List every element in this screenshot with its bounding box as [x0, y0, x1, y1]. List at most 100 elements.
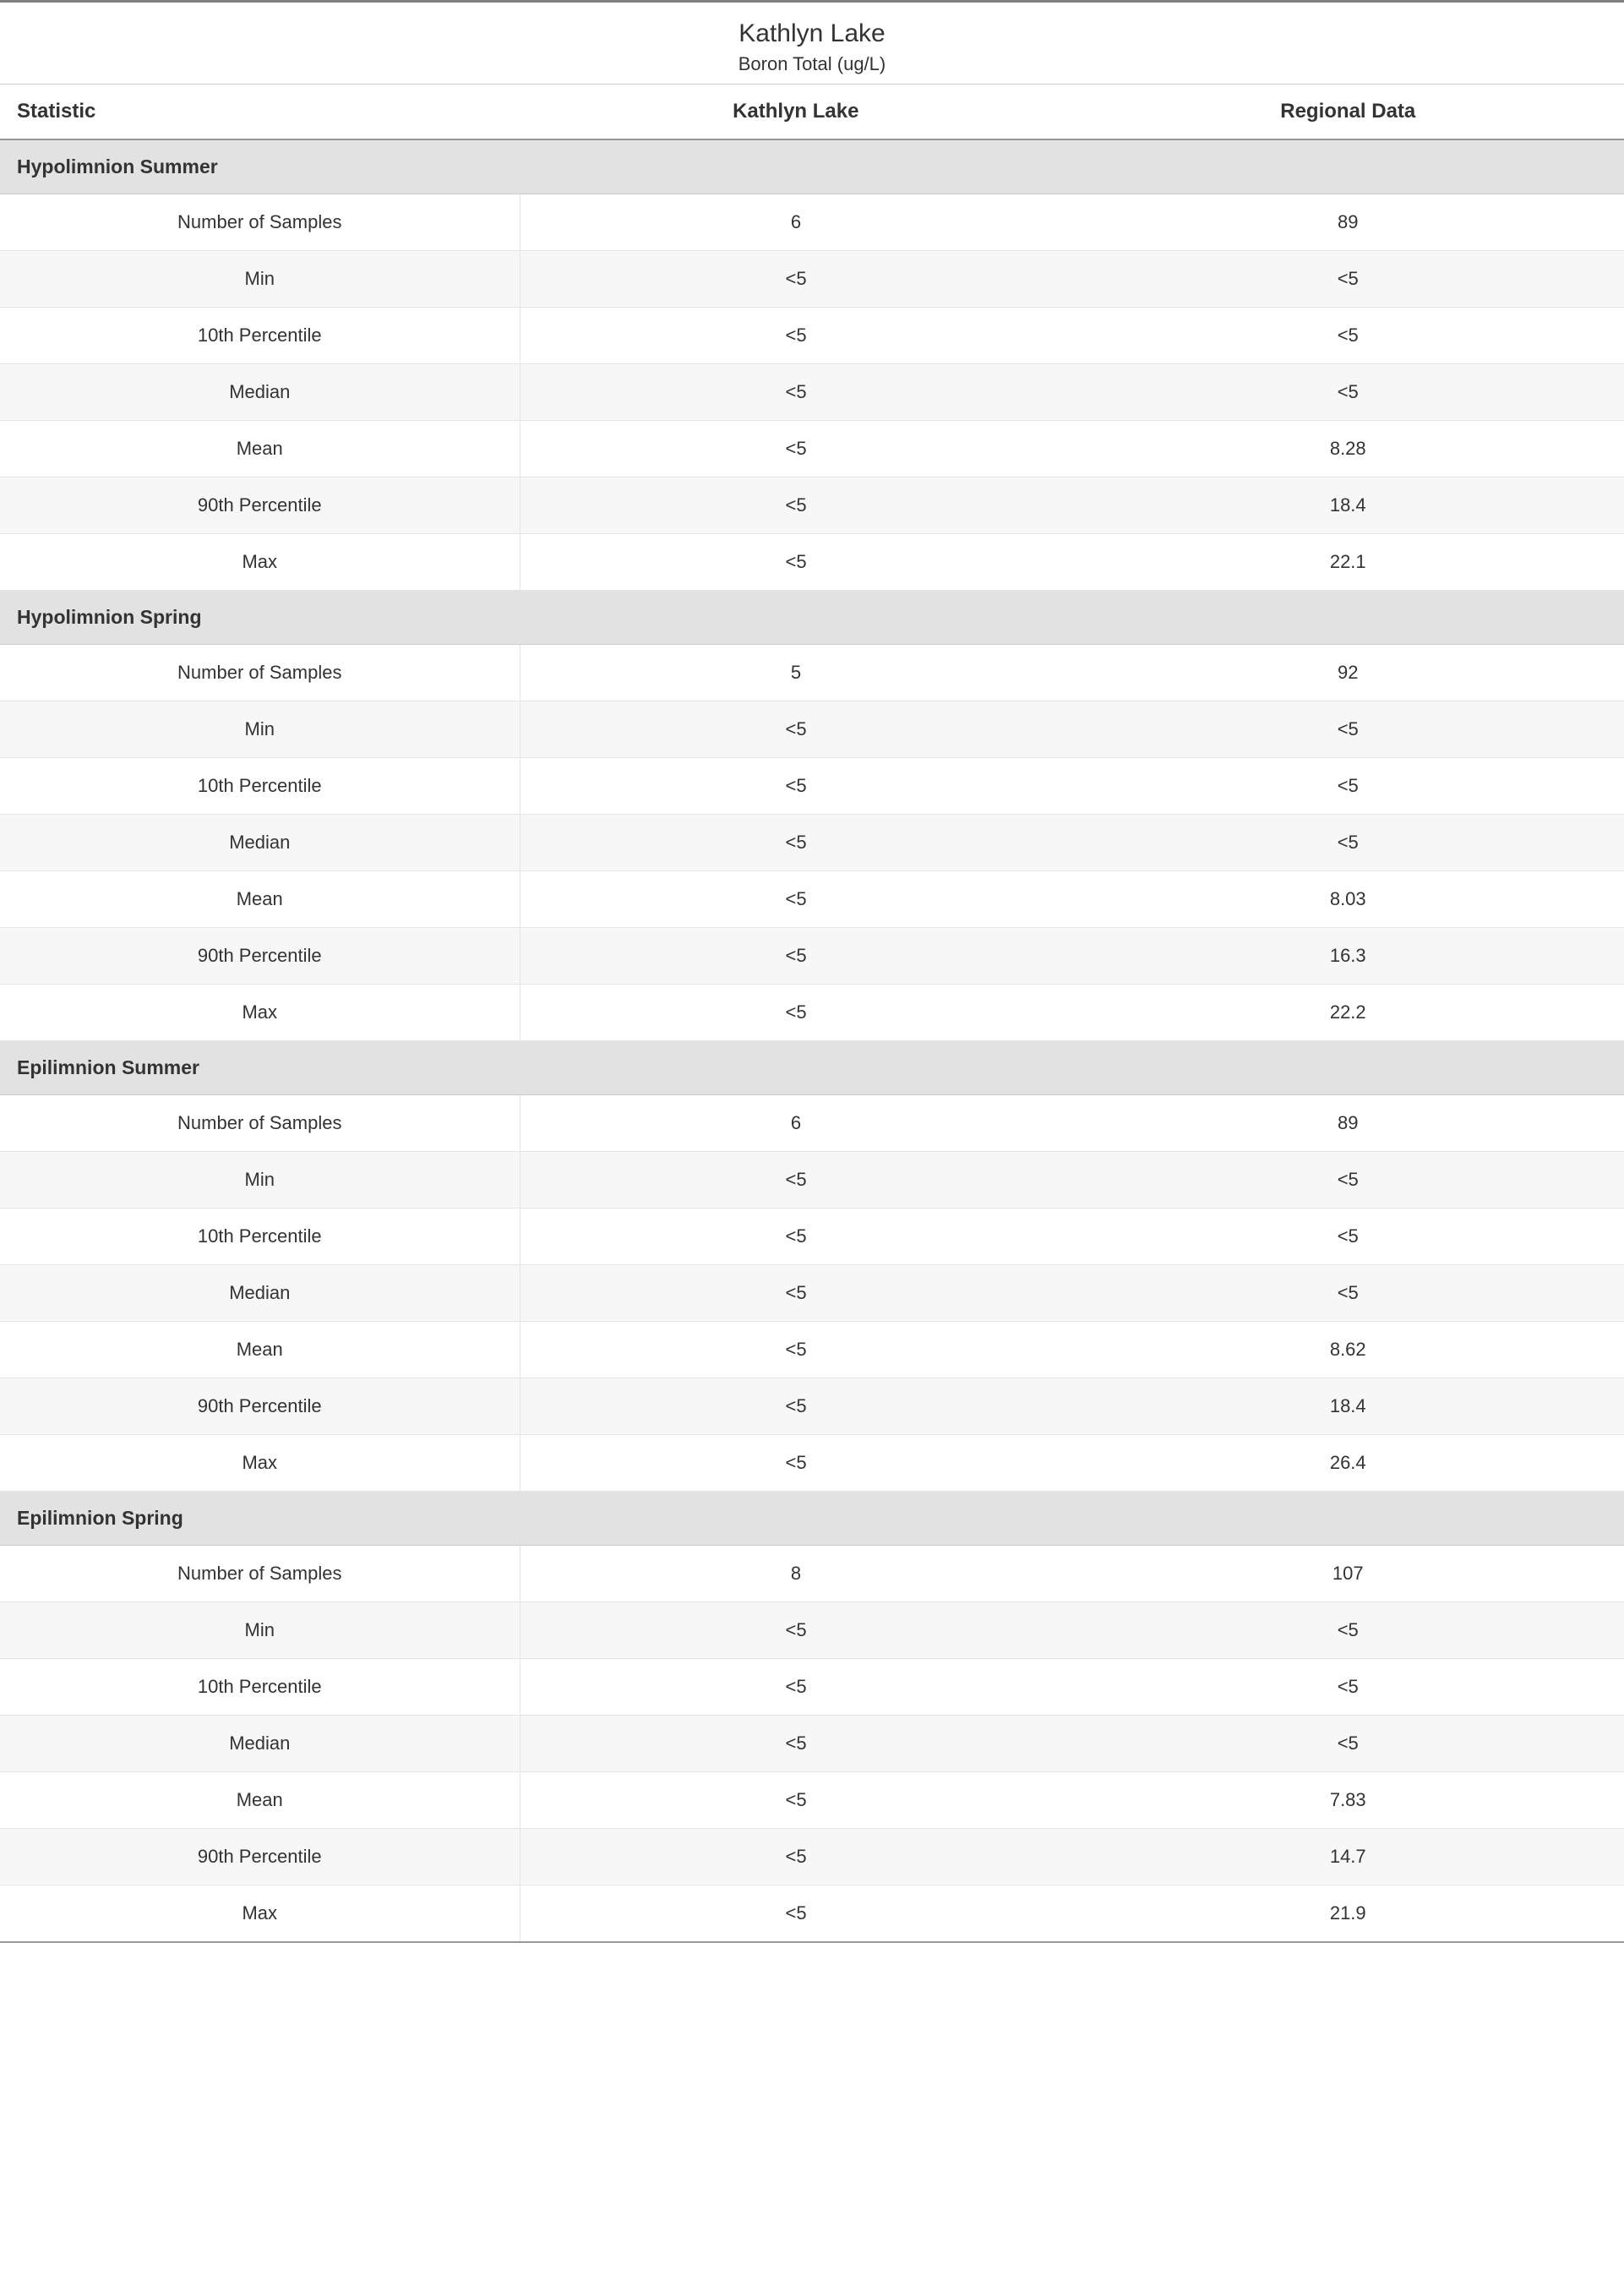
region-value-cell: 7.83	[1072, 1772, 1624, 1829]
stat-label-cell: 90th Percentile	[0, 477, 520, 534]
site-value-cell: <5	[520, 1152, 1071, 1209]
header-row: Statistic Kathlyn Lake Regional Data	[0, 85, 1624, 140]
site-value-cell: <5	[520, 1716, 1071, 1772]
region-value-cell: <5	[1072, 308, 1624, 364]
site-value-cell: <5	[520, 1885, 1071, 1943]
site-value-cell: <5	[520, 1209, 1071, 1265]
table-row: 90th Percentile<518.4	[0, 1378, 1624, 1435]
region-value-cell: 8.03	[1072, 871, 1624, 928]
section-header-cell: Epilimnion Summer	[0, 1041, 1624, 1095]
stat-label-cell: Mean	[0, 1772, 520, 1829]
table-row: 10th Percentile<5<5	[0, 758, 1624, 815]
table-row: Median<5<5	[0, 815, 1624, 871]
region-value-cell: 18.4	[1072, 477, 1624, 534]
table-row: Number of Samples8107	[0, 1546, 1624, 1602]
table-row: 10th Percentile<5<5	[0, 1209, 1624, 1265]
stats-table: Statistic Kathlyn Lake Regional Data Hyp…	[0, 84, 1624, 1943]
region-value-cell: <5	[1072, 1152, 1624, 1209]
site-value-cell: <5	[520, 1265, 1071, 1322]
table-row: 90th Percentile<518.4	[0, 477, 1624, 534]
stat-label-cell: 90th Percentile	[0, 1829, 520, 1885]
stat-label-cell: Min	[0, 1602, 520, 1659]
stat-label-cell: 10th Percentile	[0, 1209, 520, 1265]
region-value-cell: 26.4	[1072, 1435, 1624, 1492]
header-site: Kathlyn Lake	[520, 85, 1071, 140]
site-value-cell: 6	[520, 194, 1071, 251]
region-value-cell: <5	[1072, 701, 1624, 758]
site-value-cell: <5	[520, 308, 1071, 364]
region-value-cell: <5	[1072, 251, 1624, 308]
table-row: Median<5<5	[0, 1716, 1624, 1772]
stat-label-cell: Min	[0, 1152, 520, 1209]
region-value-cell: <5	[1072, 1602, 1624, 1659]
report-container: Kathlyn Lake Boron Total (ug/L) Statisti…	[0, 0, 1624, 1943]
stat-label-cell: 10th Percentile	[0, 1659, 520, 1716]
region-value-cell: <5	[1072, 815, 1624, 871]
site-value-cell: <5	[520, 251, 1071, 308]
table-row: Mean<58.62	[0, 1322, 1624, 1378]
site-value-cell: <5	[520, 1659, 1071, 1716]
table-row: Median<5<5	[0, 1265, 1624, 1322]
region-value-cell: 8.28	[1072, 421, 1624, 477]
table-row: Mean<58.28	[0, 421, 1624, 477]
stat-label-cell: Median	[0, 1716, 520, 1772]
stat-label-cell: Mean	[0, 1322, 520, 1378]
site-value-cell: <5	[520, 815, 1071, 871]
table-row: 10th Percentile<5<5	[0, 1659, 1624, 1716]
site-value-cell: <5	[520, 985, 1071, 1041]
site-value-cell: <5	[520, 421, 1071, 477]
site-value-cell: <5	[520, 1322, 1071, 1378]
region-value-cell: 22.2	[1072, 985, 1624, 1041]
region-value-cell: 21.9	[1072, 1885, 1624, 1943]
region-value-cell: 18.4	[1072, 1378, 1624, 1435]
region-value-cell: <5	[1072, 758, 1624, 815]
section-header-row: Hypolimnion Spring	[0, 591, 1624, 645]
stat-label-cell: 10th Percentile	[0, 758, 520, 815]
section-header-cell: Epilimnion Spring	[0, 1492, 1624, 1546]
site-value-cell: 8	[520, 1546, 1071, 1602]
stat-label-cell: Median	[0, 815, 520, 871]
table-row: 90th Percentile<516.3	[0, 928, 1624, 985]
region-value-cell: 8.62	[1072, 1322, 1624, 1378]
region-value-cell: 89	[1072, 1095, 1624, 1152]
section-header-cell: Hypolimnion Summer	[0, 139, 1624, 194]
region-value-cell: 92	[1072, 645, 1624, 701]
stat-label-cell: Max	[0, 1885, 520, 1943]
region-value-cell: 89	[1072, 194, 1624, 251]
site-value-cell: 6	[520, 1095, 1071, 1152]
stat-label-cell: 90th Percentile	[0, 928, 520, 985]
site-value-cell: <5	[520, 928, 1071, 985]
region-value-cell: <5	[1072, 364, 1624, 421]
table-row: Max<526.4	[0, 1435, 1624, 1492]
region-value-cell: 16.3	[1072, 928, 1624, 985]
table-row: Number of Samples592	[0, 645, 1624, 701]
site-value-cell: <5	[520, 534, 1071, 591]
region-value-cell: <5	[1072, 1209, 1624, 1265]
site-value-cell: <5	[520, 364, 1071, 421]
site-value-cell: <5	[520, 1772, 1071, 1829]
table-section: Hypolimnion SpringNumber of Samples592Mi…	[0, 591, 1624, 1041]
table-row: Number of Samples689	[0, 1095, 1624, 1152]
site-value-cell: 5	[520, 645, 1071, 701]
report-title: Kathlyn Lake	[0, 19, 1624, 48]
table-row: 90th Percentile<514.7	[0, 1829, 1624, 1885]
table-row: Median<5<5	[0, 364, 1624, 421]
report-subtitle: Boron Total (ug/L)	[0, 53, 1624, 75]
region-value-cell: 22.1	[1072, 534, 1624, 591]
table-row: Max<522.2	[0, 985, 1624, 1041]
region-value-cell: 107	[1072, 1546, 1624, 1602]
stat-label-cell: Mean	[0, 421, 520, 477]
site-value-cell: <5	[520, 871, 1071, 928]
stat-label-cell: Max	[0, 534, 520, 591]
stat-label-cell: Min	[0, 251, 520, 308]
table-row: Number of Samples689	[0, 194, 1624, 251]
site-value-cell: <5	[520, 758, 1071, 815]
section-header-row: Epilimnion Spring	[0, 1492, 1624, 1546]
stat-label-cell: Number of Samples	[0, 645, 520, 701]
site-value-cell: <5	[520, 1602, 1071, 1659]
site-value-cell: <5	[520, 701, 1071, 758]
site-value-cell: <5	[520, 1829, 1071, 1885]
table-row: Min<5<5	[0, 701, 1624, 758]
table-section: Hypolimnion SummerNumber of Samples689Mi…	[0, 139, 1624, 591]
table-row: Max<522.1	[0, 534, 1624, 591]
